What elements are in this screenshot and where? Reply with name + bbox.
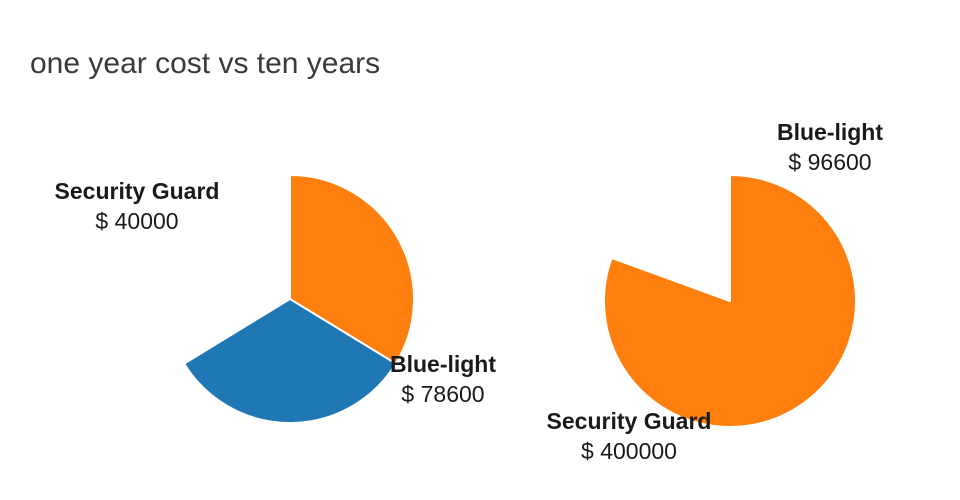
pie-slice-security-guard-left xyxy=(289,174,415,365)
slice-label-security-guard-right: Security Guard $ 400000 xyxy=(547,406,712,466)
slice-label-name: Blue-light xyxy=(776,119,884,145)
pie-slice-security-guard-right xyxy=(603,174,857,428)
slice-label-blue-light-right: Blue-light $ 96600 xyxy=(777,117,883,177)
slice-label-value: $ 96600 xyxy=(788,149,872,175)
slice-label-value: $ 40000 xyxy=(95,208,179,234)
slice-label-blue-light-left: Blue-light $ 78600 xyxy=(390,349,496,409)
slice-label-value: $ 400000 xyxy=(581,438,677,464)
slice-label-name: Blue-light xyxy=(389,351,497,377)
slice-label-value: $ 78600 xyxy=(401,381,485,407)
slice-label-name: Security Guard xyxy=(54,178,220,204)
slice-label-security-guard-left: Security Guard $ 40000 xyxy=(55,176,220,236)
slice-label-name: Security Guard xyxy=(546,408,712,434)
chart-title: one year cost vs ten years xyxy=(30,47,381,80)
